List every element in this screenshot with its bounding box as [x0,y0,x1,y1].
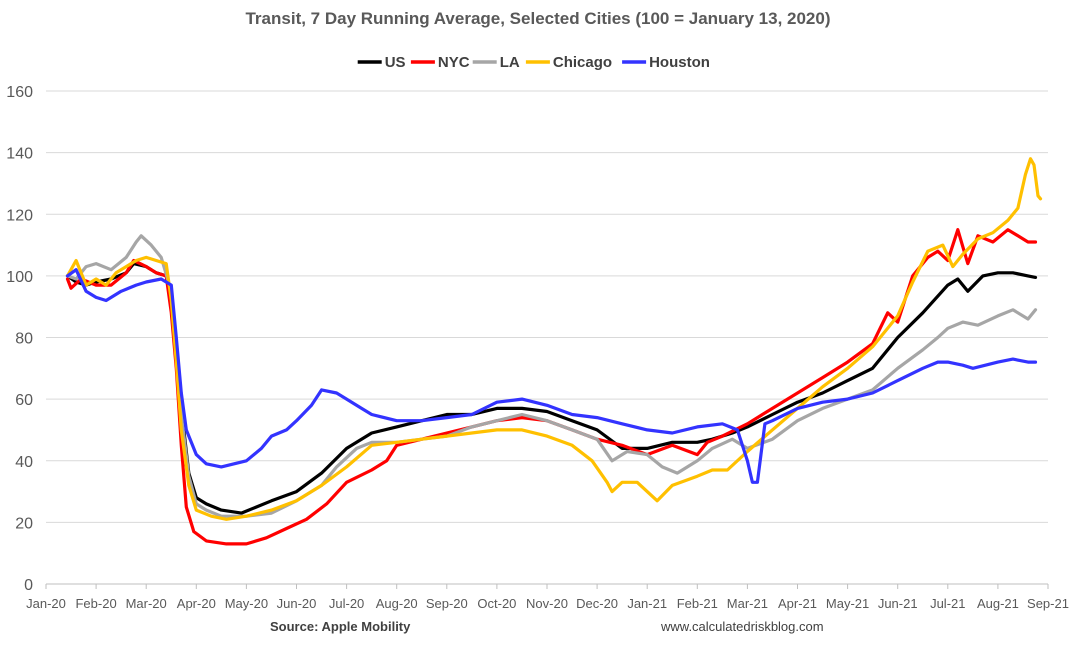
x-tick-label: Jan-20 [26,596,66,611]
x-tick-label: Jan-21 [627,596,667,611]
x-tick-label: Dec-20 [576,596,618,611]
y-tick-label: 100 [6,269,33,286]
y-tick-label: 0 [24,577,33,594]
x-tick-label: Sep-21 [1027,596,1069,611]
source-note: Source: Apple Mobility [270,619,411,634]
x-tick-label: Mar-20 [126,596,167,611]
y-tick-label: 40 [15,454,33,471]
legend-label-chicago: Chicago [553,54,612,71]
y-tick-label: 160 [6,84,33,101]
series-line-nyc [65,228,1038,546]
x-tick-label: Mar-21 [727,596,768,611]
x-axis-ticks: Jan-20 Feb-20 Mar-20 Apr-20 May-20 Jun-20 Jul-… [26,584,1069,611]
series-line-la [65,234,1038,518]
x-tick-label: May-21 [826,596,869,611]
legend-label-houston: Houston [649,54,710,71]
y-tick-label: 80 [15,331,33,348]
x-tick-label: Jun-20 [277,596,317,611]
y-tick-label: 140 [6,146,33,163]
x-tick-label: Jul-21 [930,596,965,611]
y-tick-label: 60 [15,392,33,409]
x-tick-label: Aug-21 [977,596,1019,611]
legend-label-nyc: NYC [438,54,470,71]
x-tick-label: Feb-20 [75,596,116,611]
credit-note: www.calculatedriskblog.com [660,619,824,634]
x-tick-label: Apr-20 [177,596,216,611]
x-tick-label: Oct-20 [477,596,516,611]
chart-title: Transit, 7 Day Running Average, Selected… [245,9,830,28]
x-tick-label: May-20 [225,596,268,611]
x-tick-label: Jul-20 [329,596,364,611]
series-line-houston [65,268,1038,484]
series-lines [65,157,1043,546]
legend-label-us: US [385,54,406,71]
y-tick-label: 120 [6,207,33,224]
legend: US NYC LA Chicago Houston [357,54,710,71]
x-tick-label: Apr-21 [778,596,817,611]
legend-label-la: LA [500,54,520,71]
x-tick-label: Feb-21 [677,596,718,611]
y-axis-ticks: 0 20 40 60 80 100 120 140 160 [6,84,33,594]
series-line-us [65,262,1038,515]
x-tick-label: Aug-20 [376,596,418,611]
x-tick-label: Nov-20 [526,596,568,611]
x-tick-label: Jun-21 [878,596,918,611]
y-tick-label: 20 [15,515,33,532]
x-tick-label: Sep-20 [426,596,468,611]
